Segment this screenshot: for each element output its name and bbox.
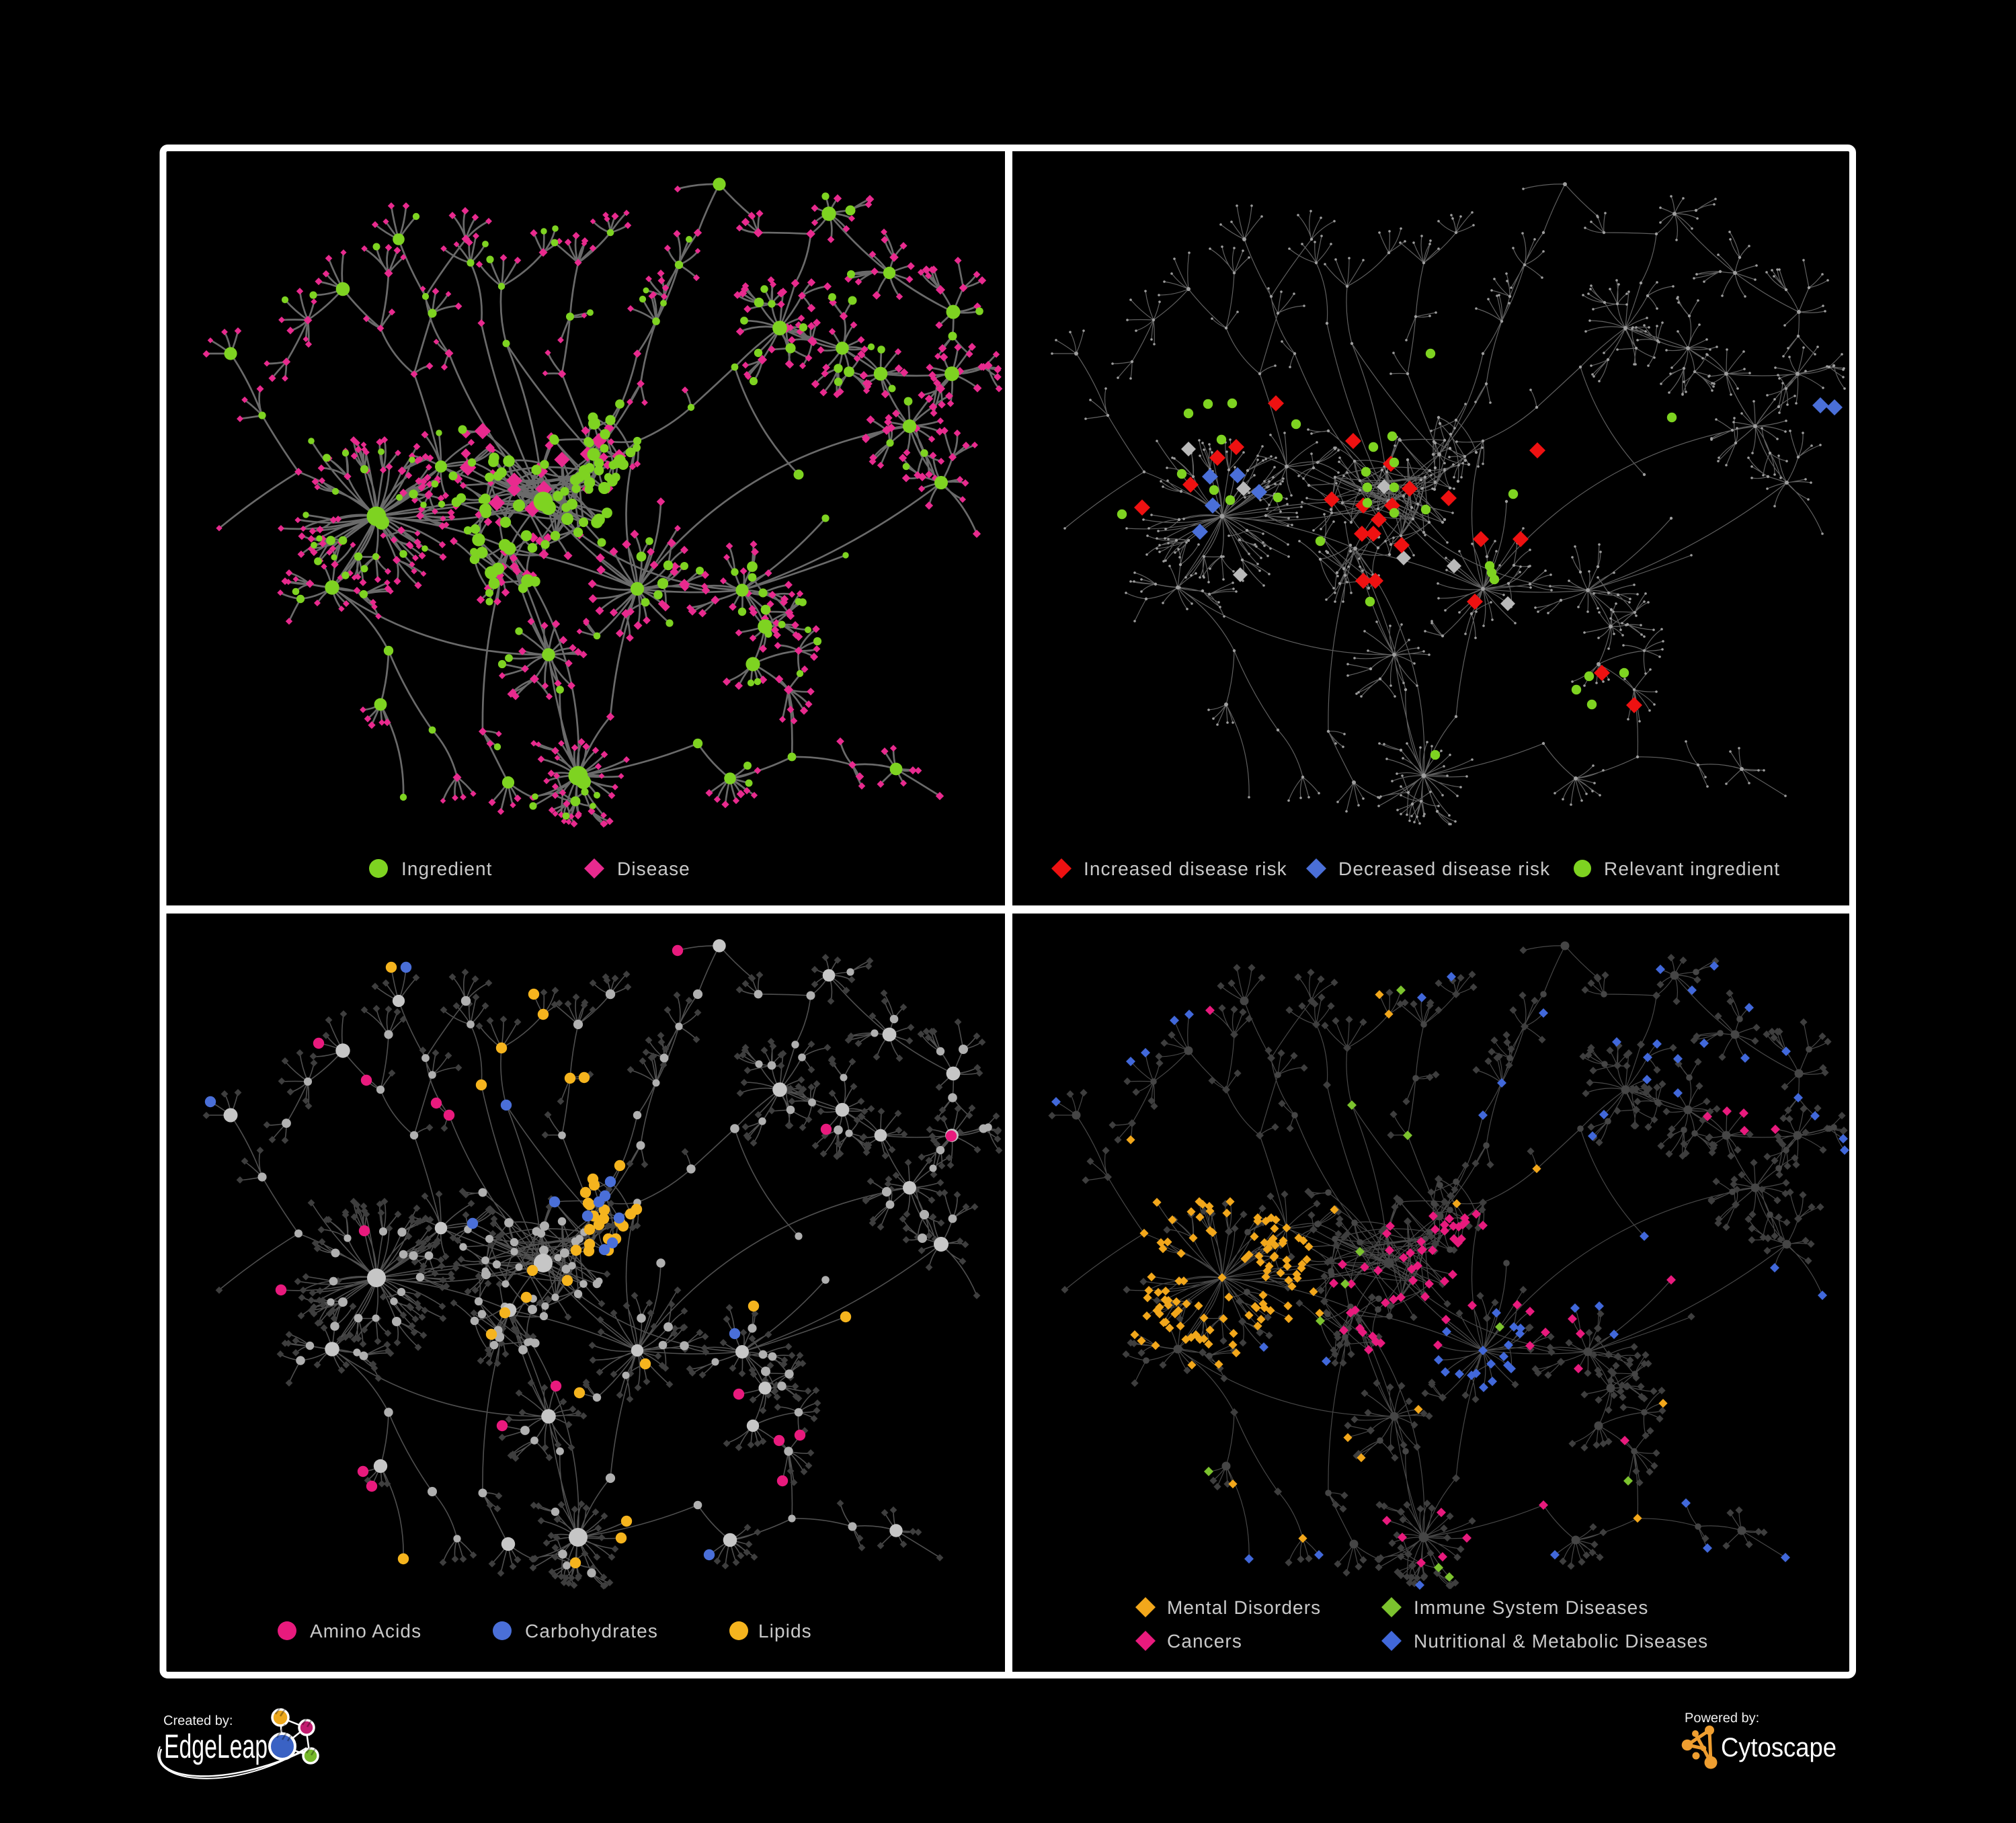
svg-text:Created by:: Created by:	[163, 1713, 233, 1728]
svg-text:Decreased disease risk: Decreased disease risk	[1338, 858, 1550, 879]
svg-text:Amino Acids: Amino Acids	[310, 1621, 421, 1642]
svg-text:Lipids: Lipids	[758, 1621, 812, 1642]
svg-text:Relevant ingredient: Relevant ingredient	[1604, 858, 1780, 879]
svg-text:EdgeLeap: EdgeLeap	[164, 1728, 268, 1765]
svg-text:Mental Disorders: Mental Disorders	[1167, 1597, 1321, 1618]
svg-text:Nutritional & Metabolic Diseas: Nutritional & Metabolic Diseases	[1414, 1631, 1708, 1652]
svg-text:Increased disease risk: Increased disease risk	[1084, 858, 1287, 879]
svg-text:Powered by:: Powered by:	[1685, 1711, 1759, 1726]
svg-text:Cytoscape: Cytoscape	[1721, 1733, 1837, 1763]
svg-text:Immune System Diseases: Immune System Diseases	[1414, 1597, 1648, 1618]
svg-text:Cancers: Cancers	[1167, 1631, 1242, 1652]
svg-text:Ingredient: Ingredient	[401, 858, 493, 879]
svg-text:Disease: Disease	[617, 858, 690, 879]
svg-text:Carbohydrates: Carbohydrates	[525, 1621, 658, 1642]
